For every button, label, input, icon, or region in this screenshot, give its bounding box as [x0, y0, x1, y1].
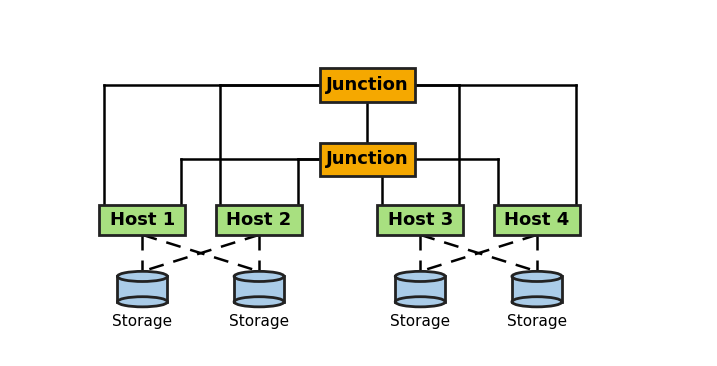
Text: Storage: Storage — [507, 314, 567, 329]
Text: Host 4: Host 4 — [504, 211, 569, 229]
Bar — [395, 276, 445, 302]
Text: Host 2: Host 2 — [227, 211, 292, 229]
Text: Storage: Storage — [229, 314, 289, 329]
Bar — [494, 205, 580, 235]
Bar — [234, 276, 284, 302]
Bar — [320, 143, 414, 176]
Ellipse shape — [395, 297, 445, 307]
Text: Junction: Junction — [326, 76, 409, 94]
Bar — [512, 276, 562, 302]
Text: Host 3: Host 3 — [388, 211, 453, 229]
Bar — [100, 205, 186, 235]
Bar — [216, 205, 302, 235]
Ellipse shape — [395, 271, 445, 281]
Text: Junction: Junction — [326, 150, 409, 168]
Text: Storage: Storage — [113, 314, 173, 329]
Ellipse shape — [512, 271, 562, 281]
Ellipse shape — [118, 271, 168, 281]
Bar — [118, 276, 167, 302]
Ellipse shape — [512, 297, 562, 307]
Text: Storage: Storage — [390, 314, 450, 329]
Bar — [377, 205, 463, 235]
Ellipse shape — [118, 297, 168, 307]
Bar — [320, 68, 414, 102]
Ellipse shape — [234, 297, 284, 307]
Text: Host 1: Host 1 — [110, 211, 175, 229]
Ellipse shape — [234, 271, 284, 281]
